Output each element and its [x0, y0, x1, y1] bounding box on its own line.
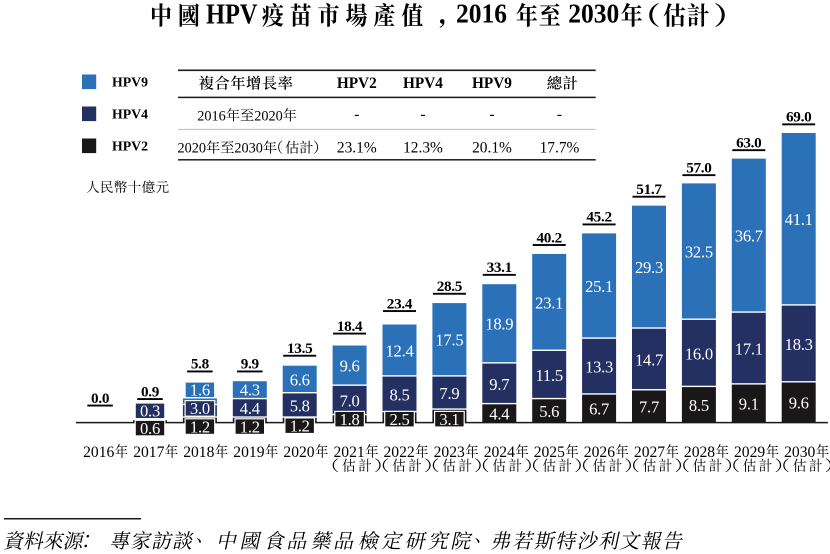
- svg-text:-: -: [420, 106, 425, 123]
- svg-text:6.6: 6.6: [290, 370, 310, 389]
- svg-text:1.2: 1.2: [240, 417, 260, 436]
- svg-text:-: -: [354, 106, 359, 123]
- svg-text:2022: 2022: [384, 444, 415, 461]
- svg-text:51.7: 51.7: [636, 181, 662, 198]
- svg-text:16.0: 16.0: [685, 344, 713, 363]
- svg-text:HPV2: HPV2: [112, 139, 148, 154]
- svg-text:18.3: 18.3: [785, 335, 813, 354]
- svg-text:17.1: 17.1: [735, 340, 763, 359]
- svg-text:69.0: 69.0: [786, 109, 812, 126]
- svg-text:13.3: 13.3: [585, 358, 613, 377]
- svg-text:8.5: 8.5: [689, 396, 709, 415]
- svg-text:57.0: 57.0: [686, 159, 712, 176]
- svg-text:2030: 2030: [568, 0, 619, 29]
- svg-text:25.1: 25.1: [585, 277, 613, 296]
- svg-text:7.9: 7.9: [439, 384, 459, 403]
- svg-text:33.1: 33.1: [487, 259, 512, 276]
- svg-text:1.8: 1.8: [340, 410, 360, 429]
- svg-text:40.2: 40.2: [537, 229, 562, 246]
- svg-text:13.5: 13.5: [287, 340, 313, 357]
- svg-text:HPV4: HPV4: [403, 75, 443, 92]
- svg-text:12.4: 12.4: [385, 341, 414, 360]
- svg-text:5.8: 5.8: [191, 356, 210, 373]
- svg-text:0.9: 0.9: [141, 383, 160, 400]
- svg-text:23.1%: 23.1%: [337, 140, 377, 157]
- svg-text:2027: 2027: [634, 444, 665, 461]
- svg-text:2018: 2018: [183, 444, 214, 461]
- svg-text:14.7: 14.7: [635, 350, 663, 369]
- svg-text:36.7: 36.7: [735, 227, 763, 246]
- svg-text:32.5: 32.5: [685, 243, 713, 262]
- svg-text:2020: 2020: [283, 444, 314, 461]
- svg-text:1.2: 1.2: [190, 417, 210, 436]
- svg-text:18.4: 18.4: [337, 318, 363, 335]
- svg-text:2020: 2020: [178, 141, 207, 157]
- svg-text:2.5: 2.5: [390, 410, 410, 429]
- svg-text:9.6: 9.6: [340, 357, 360, 376]
- svg-text:0.0: 0.0: [91, 390, 110, 407]
- svg-text:0.6: 0.6: [140, 419, 160, 438]
- svg-text:HPV9: HPV9: [112, 75, 148, 90]
- svg-text:8.5: 8.5: [390, 385, 410, 404]
- svg-text:2016: 2016: [456, 0, 507, 29]
- svg-text:11.5: 11.5: [535, 366, 562, 385]
- svg-text:0.3: 0.3: [140, 402, 160, 421]
- svg-text:28.5: 28.5: [437, 278, 463, 295]
- svg-text:63.0: 63.0: [736, 134, 762, 151]
- svg-text:9.9: 9.9: [241, 356, 260, 373]
- svg-text:HPV9: HPV9: [472, 75, 512, 92]
- svg-text:23.4: 23.4: [387, 295, 413, 312]
- svg-text:2016: 2016: [83, 444, 114, 461]
- svg-text:4.4: 4.4: [489, 404, 510, 423]
- svg-text:2028: 2028: [684, 444, 715, 461]
- svg-text:12.3%: 12.3%: [403, 140, 443, 157]
- svg-text:1.6: 1.6: [190, 381, 210, 400]
- svg-text:23.1: 23.1: [535, 293, 563, 312]
- svg-text:2017: 2017: [133, 444, 164, 461]
- svg-text:41.1: 41.1: [785, 210, 813, 229]
- svg-text:2030: 2030: [234, 141, 263, 157]
- svg-text:2025: 2025: [534, 444, 565, 461]
- svg-text:3.1: 3.1: [439, 410, 459, 429]
- svg-text:7.0: 7.0: [340, 391, 360, 410]
- svg-text:2021: 2021: [334, 444, 365, 461]
- svg-text:9.7: 9.7: [489, 375, 509, 394]
- svg-text:17.7%: 17.7%: [540, 140, 580, 157]
- svg-text:-: -: [557, 106, 562, 123]
- svg-text:4.3: 4.3: [240, 381, 260, 400]
- svg-text:45.2: 45.2: [586, 209, 611, 226]
- svg-text:9.1: 9.1: [739, 395, 759, 414]
- svg-text:4.4: 4.4: [240, 399, 261, 418]
- svg-text:-: -: [489, 106, 494, 123]
- svg-text:17.5: 17.5: [435, 331, 463, 350]
- svg-text:9.6: 9.6: [789, 393, 809, 412]
- svg-text:2023: 2023: [434, 444, 465, 461]
- svg-text:2020: 2020: [254, 108, 283, 124]
- svg-text:HPV2: HPV2: [337, 75, 377, 92]
- svg-text:29.3: 29.3: [635, 258, 663, 277]
- svg-text:2030: 2030: [784, 444, 815, 461]
- svg-text:3.0: 3.0: [190, 399, 210, 418]
- svg-text:1.2: 1.2: [290, 417, 310, 436]
- svg-text:2019: 2019: [233, 444, 264, 461]
- svg-text:5.8: 5.8: [290, 396, 310, 415]
- svg-text:5.6: 5.6: [539, 402, 559, 421]
- svg-text:20.1%: 20.1%: [472, 140, 512, 157]
- svg-text:2016: 2016: [197, 108, 226, 124]
- svg-text:7.7: 7.7: [639, 397, 659, 416]
- svg-text:2029: 2029: [734, 444, 765, 461]
- svg-text:2026: 2026: [584, 444, 615, 461]
- svg-text:HPV: HPV: [206, 0, 258, 30]
- svg-text:6.7: 6.7: [589, 400, 609, 419]
- svg-text:HPV4: HPV4: [112, 107, 148, 122]
- svg-text:18.9: 18.9: [485, 315, 513, 334]
- svg-text:2024: 2024: [484, 444, 515, 461]
